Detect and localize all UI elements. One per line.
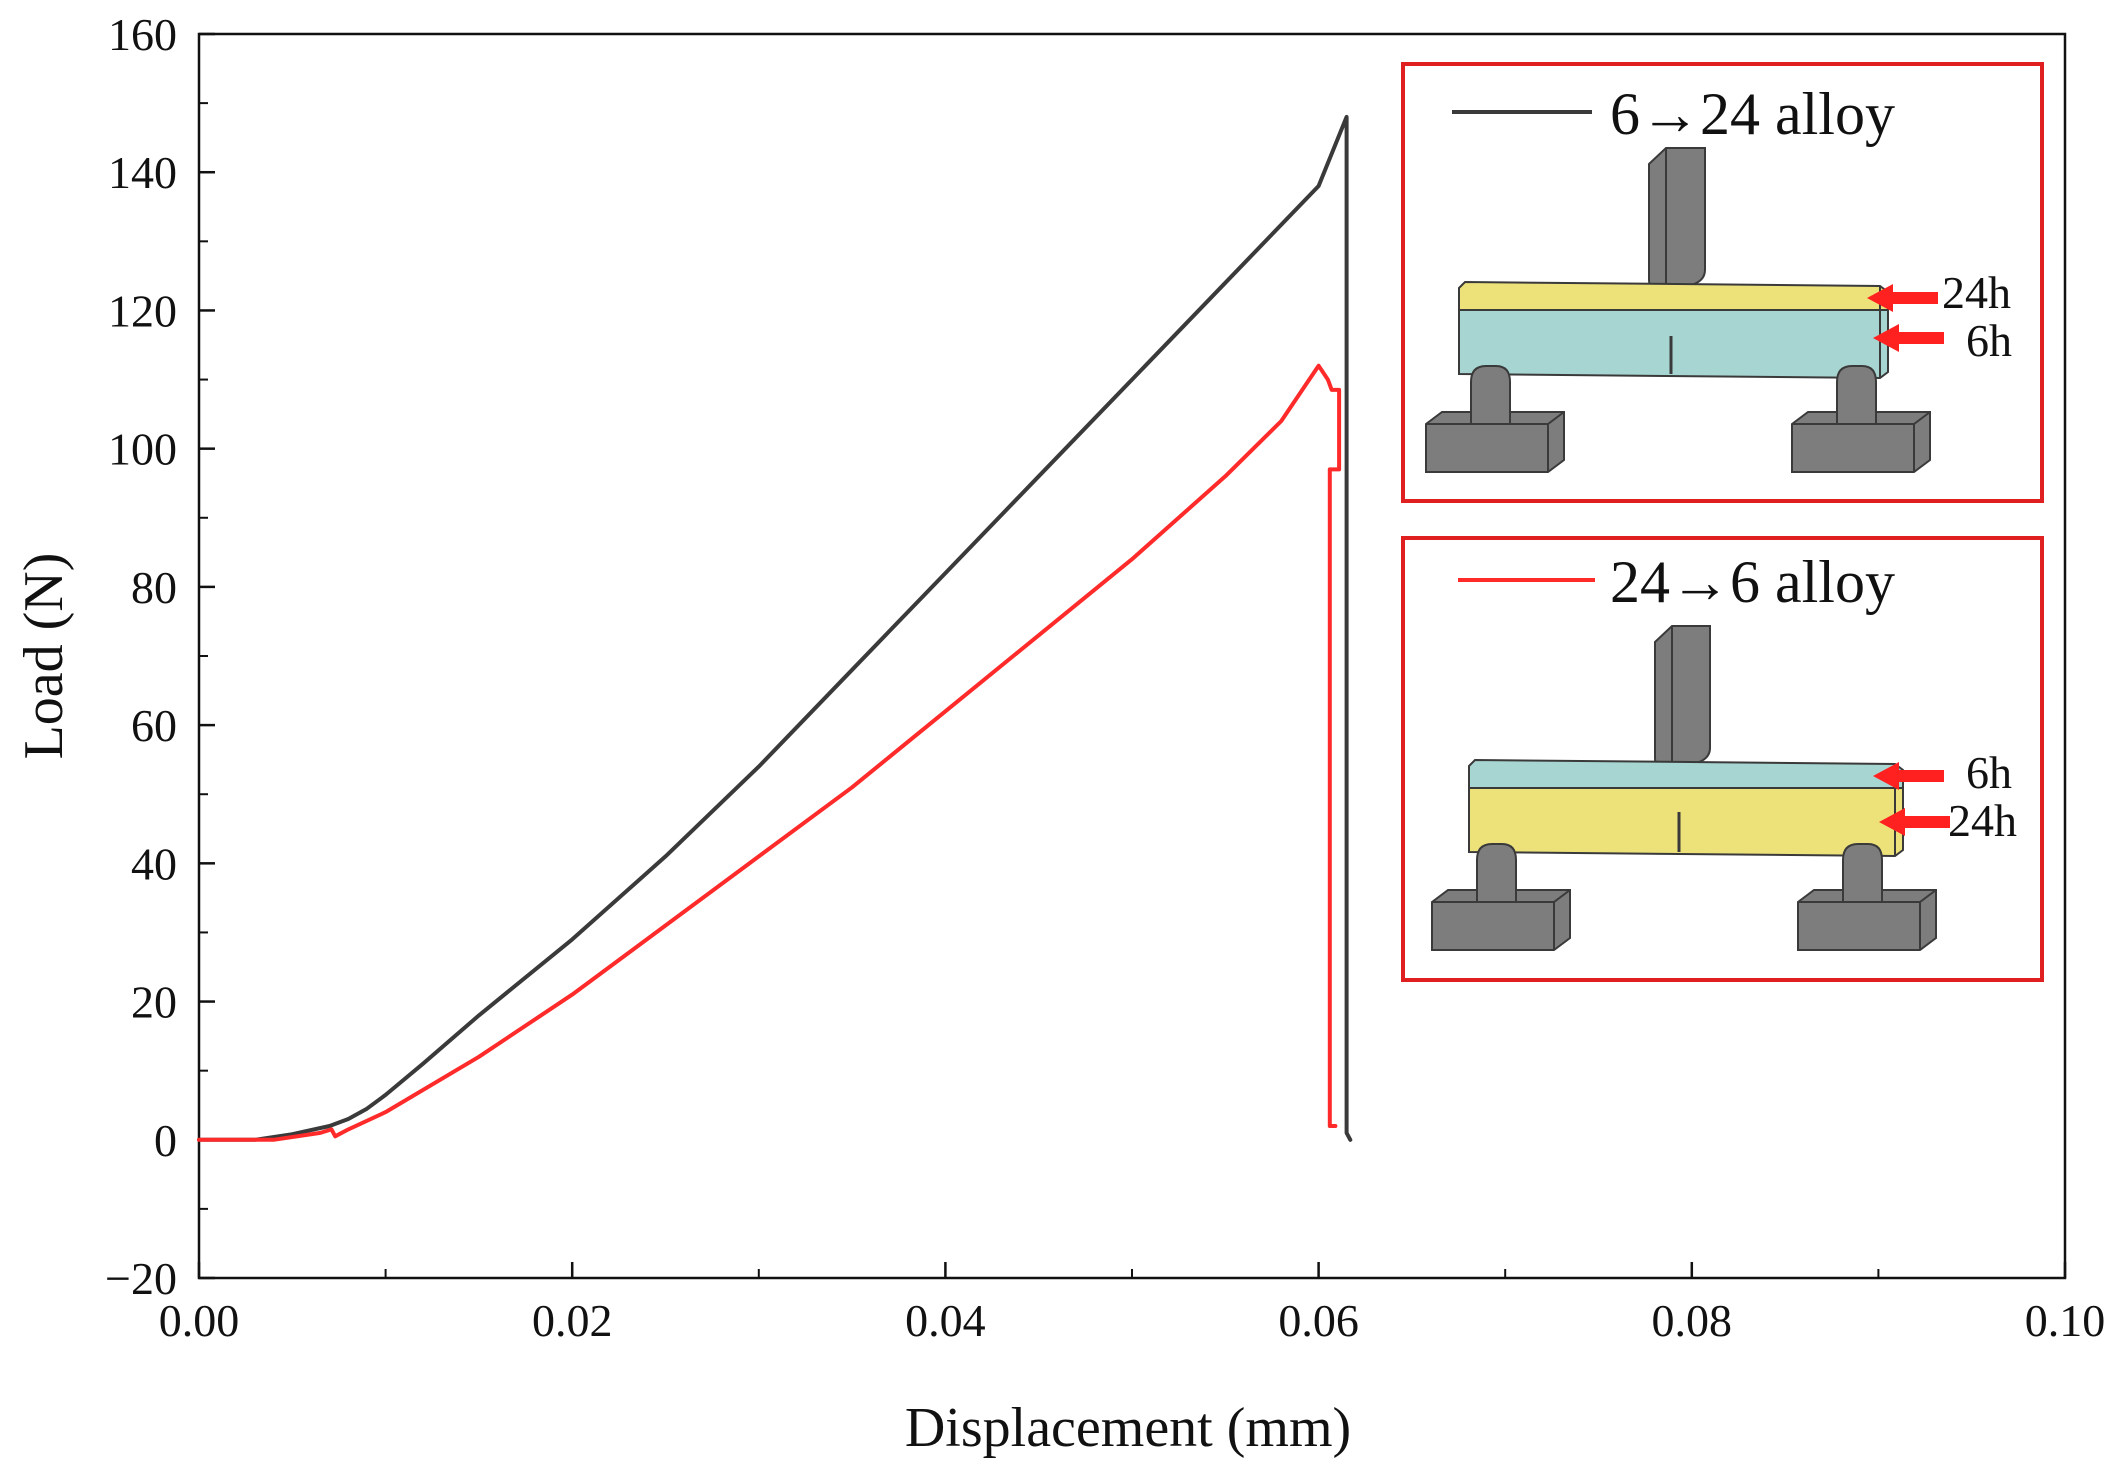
x-axis-title: Displacement (mm) [905,1397,1351,1459]
y-tick-label: 20 [131,977,177,1028]
x-tick-label: 0.06 [1278,1295,1359,1346]
y-axis: −20 0 20 40 60 80 100 120 140 160 [105,9,215,1304]
arrow-icon [1879,808,1950,836]
arrow-icon [1867,284,1938,312]
bending-fixture-2: 6h 24h [1431,625,2017,951]
y-tick-label: 100 [108,424,177,475]
y-tick-label: 120 [108,285,177,336]
y-tick-label: 140 [108,147,177,198]
x-tick-label: 0.04 [905,1295,986,1346]
x-tick-label: 0.10 [2025,1295,2106,1346]
x-tick-label: 0.08 [1652,1295,1733,1346]
legend-label-1: 6→24 alloy [1610,81,1895,147]
y-tick-label: 40 [131,838,177,889]
y-tick-label: 80 [131,562,177,613]
legend-label-2: 24→6 alloy [1610,549,1895,615]
x-tick-label: 0.02 [532,1295,613,1346]
series-layer [197,114,1353,1142]
layer-label-bottom-2: 24h [1948,795,2017,846]
series-line-2 [197,363,1342,1142]
arrow-icon [1873,324,1944,352]
x-tick-label: 0.00 [159,1295,240,1346]
y-axis-title: Load (N) [13,553,75,760]
y-tick-label: 60 [131,700,177,751]
y-tick-label: −20 [105,1253,177,1304]
legend-panel-2: 24→6 alloy 6h 24h [1401,536,2044,982]
layer-label-top-1: 24h [1942,267,2011,318]
arrow-icon [1873,762,1944,790]
series-line-1 [197,114,1353,1142]
y-tick-label: 0 [154,1115,177,1166]
layer-label-bottom-1: 6h [1966,315,2012,366]
x-axis: 0.00 0.02 0.04 0.06 0.08 0.10 [159,1262,2106,1346]
y-tick-label: 160 [108,9,177,60]
bending-fixture-1: 24h 6h [1425,147,2012,473]
legend-panel-1: 6→24 alloy 24h 6h [1401,62,2044,503]
layer-label-top-2: 6h [1966,747,2012,798]
